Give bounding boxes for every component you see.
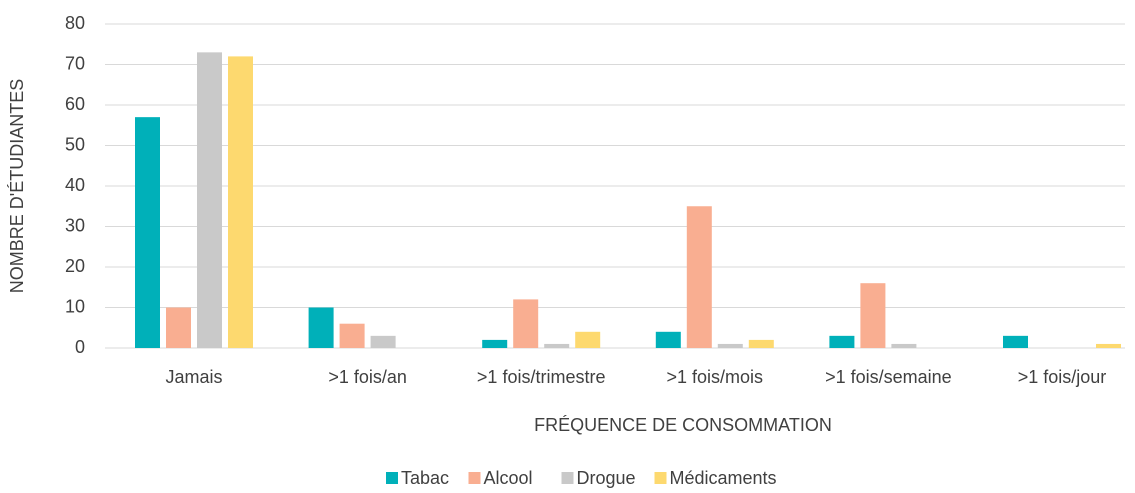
- bar: [891, 343, 917, 348]
- legend-label: Drogue: [577, 468, 636, 488]
- x-tick-label: >1 fois/jour: [1018, 367, 1107, 387]
- bar: [1003, 335, 1028, 348]
- bar: [339, 323, 365, 348]
- x-tick-label: Jamais: [165, 367, 222, 387]
- x-tick-label: >1 fois/semaine: [825, 367, 952, 387]
- legend-swatch: [654, 472, 667, 484]
- bar: [686, 206, 712, 348]
- legend-swatch: [468, 472, 481, 484]
- bar: [308, 307, 334, 348]
- x-tick-label: >1 fois/mois: [667, 367, 764, 387]
- bar: [135, 117, 160, 349]
- legend-swatch: [386, 472, 398, 484]
- bar: [575, 331, 601, 348]
- y-tick-label: 10: [65, 296, 85, 316]
- bar: [513, 299, 539, 348]
- bar: [197, 52, 222, 348]
- x-tick-label: >1 fois/trimestre: [477, 367, 606, 387]
- legend-label: Alcool: [484, 468, 533, 488]
- y-tick-label: 80: [65, 13, 85, 33]
- y-tick-label: 40: [65, 175, 85, 195]
- legend-swatch: [561, 472, 574, 484]
- bar: [1096, 343, 1121, 348]
- x-tick-label: >1 fois/an: [328, 367, 407, 387]
- y-tick-label: 30: [65, 215, 85, 235]
- bar: [166, 307, 191, 348]
- y-tick-label: 20: [65, 256, 85, 276]
- bar: [829, 335, 855, 348]
- y-axis-title: NOMBRE D'ÉTUDIANTES: [7, 79, 27, 293]
- bar: [860, 283, 886, 348]
- y-tick-label: 60: [65, 94, 85, 114]
- bar: [544, 343, 570, 348]
- bar: [228, 56, 253, 349]
- bar: [482, 339, 508, 348]
- bar: [717, 343, 743, 348]
- bar: [655, 331, 681, 348]
- y-tick-label: 50: [65, 134, 85, 154]
- bar: [370, 335, 396, 348]
- legend-label: Médicaments: [670, 468, 777, 488]
- x-axis-title: FRÉQUENCE DE CONSOMMATION: [534, 415, 832, 435]
- y-tick-label: 70: [65, 53, 85, 73]
- bar: [748, 339, 774, 348]
- y-tick-label: 0: [75, 337, 85, 357]
- legend-label: Tabac: [401, 468, 449, 488]
